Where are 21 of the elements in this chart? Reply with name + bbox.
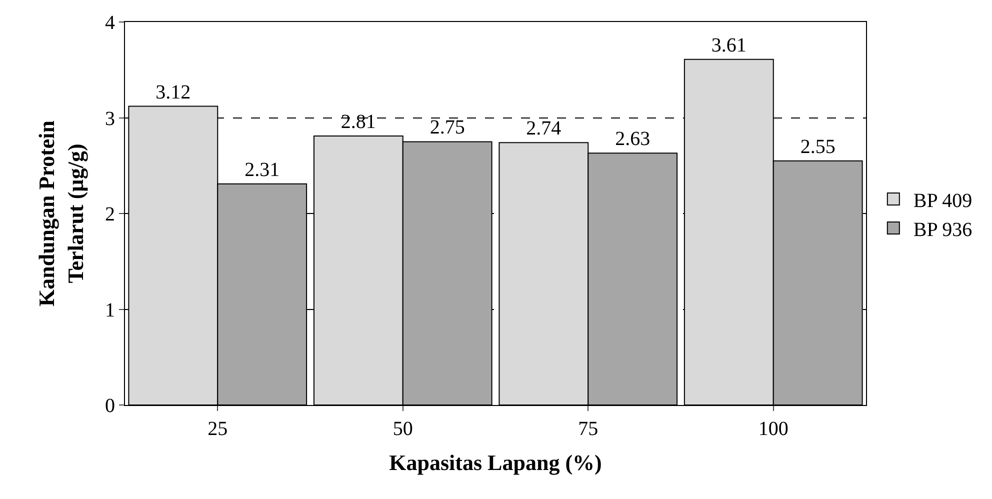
y-tick-label: 0 — [105, 395, 115, 417]
y-tick-label: 1 — [105, 299, 115, 322]
x-tick-label: 25 — [208, 418, 228, 440]
data-label: 3.12 — [156, 81, 191, 104]
x-axis-title: Kapasitas Lapang (%) — [389, 450, 602, 475]
data-label: 2.31 — [244, 158, 280, 181]
y-axis-title: Kandungan Protein Terlarut (µg/g) — [34, 120, 88, 307]
legend-label: BP 409 — [913, 190, 972, 212]
data-label: 2.75 — [430, 116, 465, 139]
y-tick-label: 4 — [105, 12, 115, 34]
data-label: 2.74 — [526, 118, 562, 140]
x-tick-label: 75 — [578, 418, 598, 440]
data-label: 3.61 — [711, 34, 746, 56]
x-tick-label: 100 — [758, 418, 788, 440]
data-label: 2.81 — [340, 110, 376, 133]
y-tick-label: 2 — [105, 204, 115, 226]
x-tick-label: 50 — [392, 418, 413, 440]
y-tick-label: 3 — [105, 108, 115, 130]
legend-label: BP 936 — [913, 218, 972, 241]
data-label: 2.63 — [615, 128, 650, 150]
data-label: 2.55 — [800, 136, 836, 158]
